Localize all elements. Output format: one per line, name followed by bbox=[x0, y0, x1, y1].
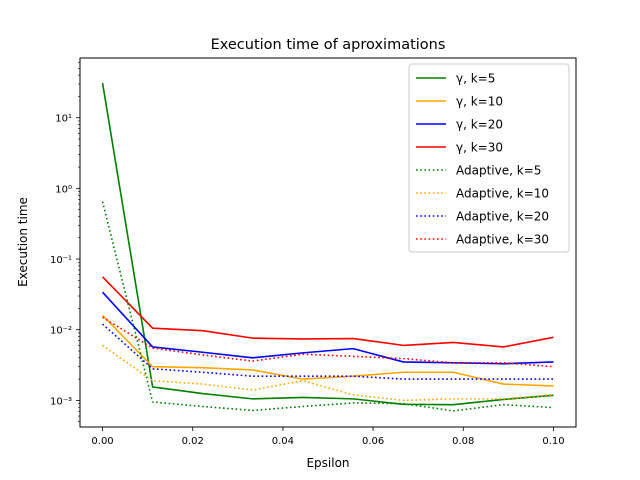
x-tick-label: 0.10 bbox=[542, 436, 564, 447]
legend-label-4: γ, k=30 bbox=[456, 141, 503, 155]
x-tick-label: 0.02 bbox=[182, 436, 204, 447]
series-line-8 bbox=[102, 316, 554, 368]
y-axis-label: Execution time bbox=[16, 197, 30, 287]
y-tick-label: 10¹ bbox=[55, 114, 72, 125]
legend-label-2: γ, k=10 bbox=[456, 95, 503, 109]
y-tick-label: 10⁻² bbox=[50, 326, 72, 337]
x-tick-label: 0.00 bbox=[91, 436, 113, 447]
y-tick-label: 10⁰ bbox=[55, 184, 72, 195]
series-line-3 bbox=[101, 291, 554, 365]
legend-box bbox=[408, 63, 570, 253]
series-layer bbox=[101, 82, 554, 412]
legend: γ, k=5 γ, k=10 γ, k=20 γ, k=30 Adaptive, k=5… bbox=[408, 63, 570, 253]
x-axis-label: Epsilon bbox=[306, 456, 349, 470]
legend-label-1: γ, k=5 bbox=[456, 72, 495, 86]
series-line-4 bbox=[101, 276, 554, 348]
y-tick-label: 10⁻³ bbox=[50, 396, 72, 407]
series-line-2 bbox=[101, 314, 554, 387]
legend-label-3: γ, k=20 bbox=[456, 118, 503, 132]
series-line-5 bbox=[101, 201, 554, 412]
x-tick-label: 0.06 bbox=[362, 436, 384, 447]
plot-frame bbox=[79, 57, 577, 428]
series-line-1 bbox=[101, 82, 554, 406]
x-tick-label: 0.08 bbox=[452, 436, 474, 447]
chart-title: Execution time of aproximations bbox=[211, 37, 446, 53]
legend-label-5: Adaptive, k=5 bbox=[456, 164, 541, 178]
legend-label-8: Adaptive, k=30 bbox=[456, 233, 549, 247]
series-line-6 bbox=[102, 344, 554, 402]
legend-label-7: Adaptive, k=20 bbox=[456, 210, 549, 224]
x-tick-label: 0.04 bbox=[272, 436, 294, 447]
legend-label-6: Adaptive, k=10 bbox=[456, 187, 549, 201]
x-axis: 0.00 0.02 0.04 0.06 0.08 0.10 bbox=[91, 427, 565, 447]
y-tick-label: 10⁻¹ bbox=[50, 255, 72, 266]
y-axis: 10⁻³ 10⁻² 10⁻¹ 10⁰ 10¹ bbox=[50, 62, 80, 422]
